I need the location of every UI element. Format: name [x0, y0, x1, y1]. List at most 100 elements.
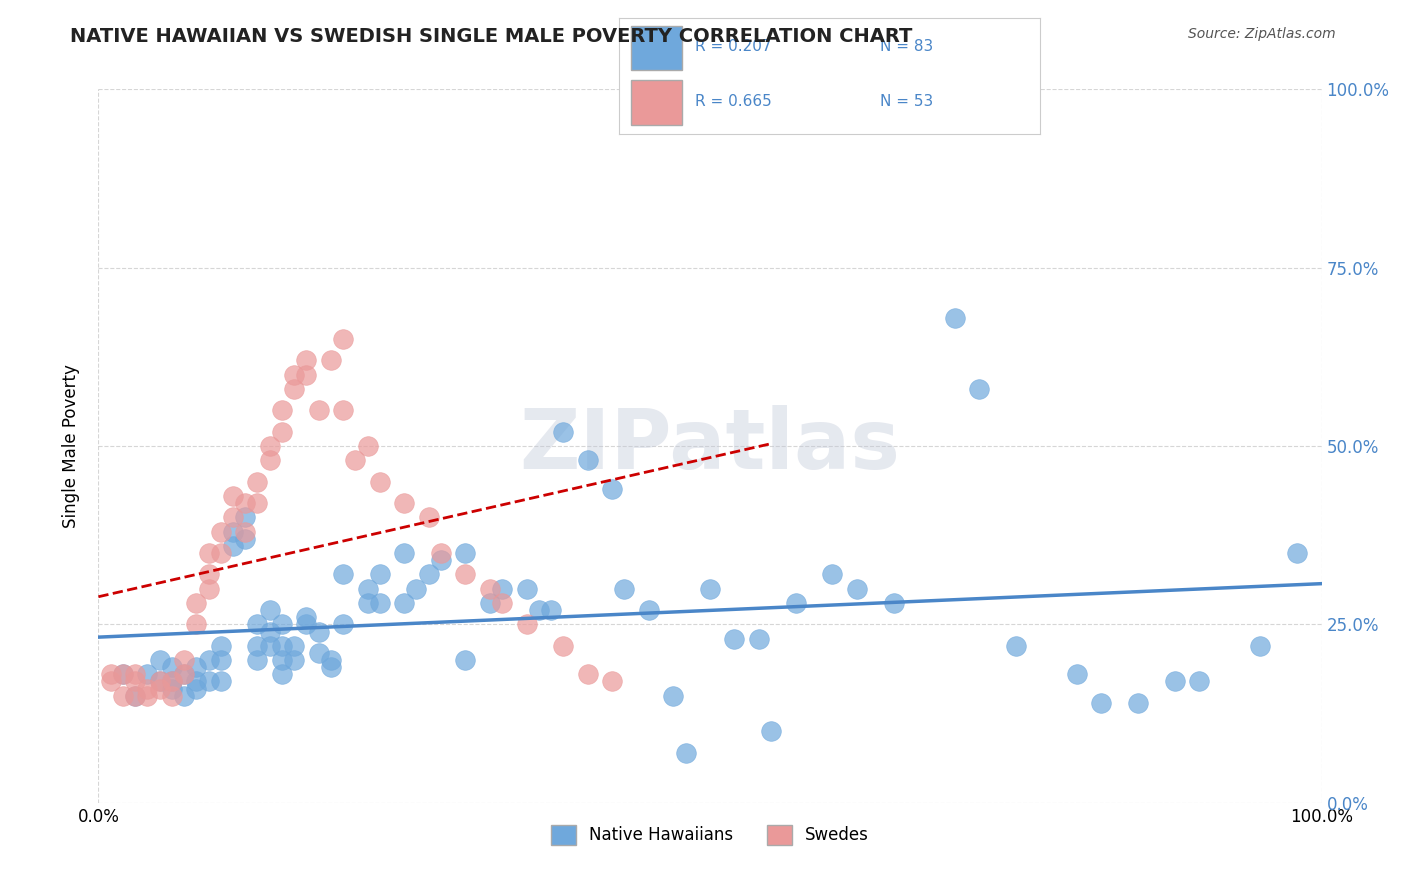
Point — [136, 689, 159, 703]
Point — [124, 667, 146, 681]
Point — [368, 567, 391, 582]
Point — [392, 596, 416, 610]
Point — [197, 546, 219, 560]
Point — [295, 353, 318, 368]
Point — [259, 639, 281, 653]
Point — [527, 603, 550, 617]
Point — [785, 596, 807, 610]
Point — [233, 510, 256, 524]
Point — [638, 603, 661, 617]
Point — [332, 403, 354, 417]
Point — [319, 660, 342, 674]
Point — [222, 489, 245, 503]
Point — [173, 667, 195, 681]
Point — [515, 617, 537, 632]
Point — [332, 617, 354, 632]
Point — [515, 582, 537, 596]
Point — [160, 674, 183, 689]
Point — [1066, 667, 1088, 681]
Point — [319, 353, 342, 368]
Point — [270, 653, 294, 667]
Point — [418, 510, 440, 524]
Point — [283, 382, 305, 396]
Point — [270, 617, 294, 632]
Point — [332, 332, 354, 346]
Point — [259, 603, 281, 617]
Point — [723, 632, 745, 646]
Point — [454, 653, 477, 667]
Point — [540, 603, 562, 617]
Point — [478, 596, 501, 610]
Point — [283, 653, 305, 667]
Point — [295, 617, 318, 632]
Point — [270, 425, 294, 439]
Point — [186, 681, 208, 696]
Point — [553, 425, 575, 439]
Point — [1286, 546, 1309, 560]
Point — [295, 368, 318, 382]
Point — [748, 632, 770, 646]
Point — [283, 368, 305, 382]
Point — [149, 674, 172, 689]
Point — [197, 674, 219, 689]
Point — [576, 453, 599, 467]
Point — [295, 610, 318, 624]
Text: R = 0.665: R = 0.665 — [695, 94, 772, 109]
Point — [1090, 696, 1112, 710]
Point — [699, 582, 721, 596]
Point — [149, 674, 172, 689]
Point — [233, 524, 256, 539]
Point — [222, 524, 245, 539]
Point — [308, 646, 330, 660]
Point — [100, 667, 122, 681]
Point — [160, 674, 183, 689]
Point — [173, 667, 195, 681]
Point — [491, 582, 513, 596]
Point — [160, 689, 183, 703]
Point — [283, 639, 305, 653]
Point — [761, 724, 783, 739]
Point — [233, 496, 256, 510]
Point — [308, 624, 330, 639]
Point — [368, 596, 391, 610]
Point — [319, 653, 342, 667]
Point — [332, 567, 354, 582]
Point — [943, 310, 966, 325]
Point — [246, 475, 269, 489]
Point — [209, 674, 232, 689]
Point — [222, 510, 245, 524]
Point — [600, 482, 623, 496]
Point — [100, 674, 122, 689]
Point — [246, 617, 269, 632]
Text: N = 53: N = 53 — [880, 94, 934, 109]
Point — [209, 653, 232, 667]
FancyBboxPatch shape — [631, 80, 682, 125]
Point — [222, 539, 245, 553]
Point — [356, 582, 378, 596]
Point — [392, 496, 416, 510]
Point — [197, 653, 219, 667]
Point — [308, 403, 330, 417]
Text: Source: ZipAtlas.com: Source: ZipAtlas.com — [1188, 27, 1336, 41]
Point — [259, 453, 281, 467]
Text: NATIVE HAWAIIAN VS SWEDISH SINGLE MALE POVERTY CORRELATION CHART: NATIVE HAWAIIAN VS SWEDISH SINGLE MALE P… — [70, 27, 912, 45]
Point — [613, 582, 636, 596]
Point — [478, 582, 501, 596]
Point — [553, 639, 575, 653]
Point — [1128, 696, 1150, 710]
Point — [136, 667, 159, 681]
Point — [136, 681, 159, 696]
Point — [111, 667, 134, 681]
Point — [186, 674, 208, 689]
Point — [270, 667, 294, 681]
Point — [173, 653, 195, 667]
Text: ZIPatlas: ZIPatlas — [520, 406, 900, 486]
Point — [430, 546, 453, 560]
Point — [197, 567, 219, 582]
Point — [675, 746, 697, 760]
Point — [430, 553, 453, 567]
Point — [368, 475, 391, 489]
Point — [124, 689, 146, 703]
Point — [270, 403, 294, 417]
Point — [356, 439, 378, 453]
